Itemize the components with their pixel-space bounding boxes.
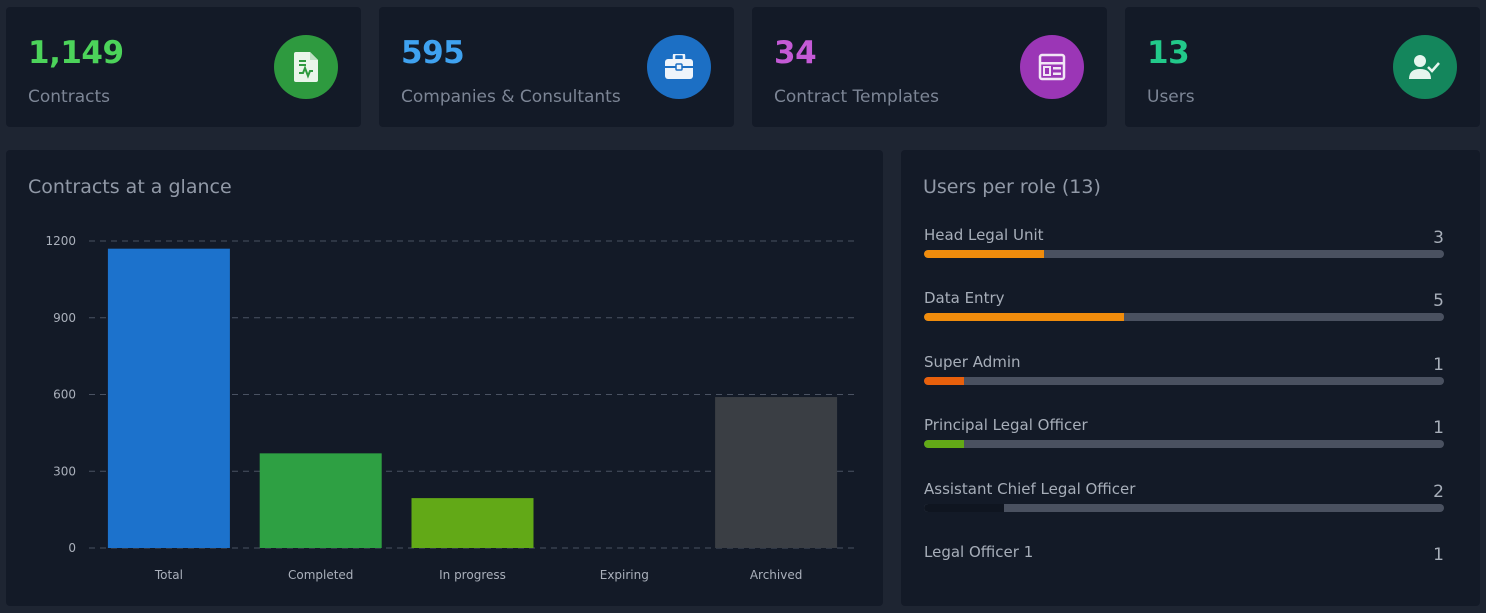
role-count: 5	[1433, 291, 1444, 311]
x-tick-label: Expiring	[600, 568, 649, 582]
role-row[interactable]: Principal Legal Officer 1	[924, 416, 1444, 456]
x-tick-label: Completed	[288, 568, 353, 582]
role-name: Data Entry	[924, 289, 1005, 307]
stat-value: 1,149	[28, 35, 124, 71]
role-progress-bar	[924, 377, 1444, 385]
bar-archived[interactable]	[715, 397, 838, 548]
stat-card-templates[interactable]: 34 Contract Templates	[752, 7, 1107, 127]
role-count: 2	[1433, 482, 1444, 502]
stat-card-companies[interactable]: 595 Companies & Consultants	[379, 7, 734, 127]
stat-value: 595	[401, 35, 465, 71]
role-name: Assistant Chief Legal Officer	[924, 480, 1136, 498]
bar-in-progress[interactable]	[411, 498, 534, 548]
bar-total[interactable]	[107, 248, 230, 549]
role-row[interactable]: Super Admin 1	[924, 353, 1444, 393]
y-tick-label: 1200	[45, 234, 76, 248]
role-progress-bar	[924, 313, 1444, 321]
panel-title: Users per role (13)	[923, 176, 1101, 198]
contracts-bar-chart: 0 300 600 900 1200 Total Completed In progress E…	[45, 234, 856, 582]
role-progress-bar	[924, 504, 1444, 512]
role-count: 1	[1433, 418, 1444, 438]
stat-value: 13	[1147, 35, 1190, 71]
stat-label: Companies & Consultants	[401, 87, 621, 107]
stat-card-contracts[interactable]: 1,149 Contracts	[6, 7, 361, 127]
x-tick-label: In progress	[439, 568, 506, 582]
role-row[interactable]: Head Legal Unit 3	[924, 226, 1444, 266]
contract-document-icon	[274, 35, 338, 99]
role-row[interactable]: Legal Officer 1 1	[924, 543, 1444, 583]
y-tick-label: 900	[53, 311, 76, 325]
role-count: 3	[1433, 228, 1444, 248]
bar-completed[interactable]	[259, 453, 382, 548]
y-tick-label: 300	[53, 464, 76, 478]
role-progress-bar	[924, 250, 1444, 258]
briefcase-icon	[647, 35, 711, 99]
users-per-role-panel: Users per role (13) Head Legal Unit 3 Data…	[901, 150, 1480, 606]
role-name: Head Legal Unit	[924, 226, 1044, 244]
y-tick-label: 0	[68, 541, 76, 555]
role-name: Super Admin	[924, 353, 1021, 371]
role-progress-fill	[924, 313, 1125, 321]
template-layout-icon	[1020, 35, 1084, 99]
panel-title: Contracts at a glance	[28, 176, 232, 198]
x-tick-label: Total	[154, 568, 183, 582]
role-count: 1	[1433, 355, 1444, 375]
x-tick-label: Archived	[750, 568, 803, 582]
role-count: 1	[1433, 545, 1444, 565]
y-tick-label: 600	[53, 388, 76, 402]
role-progress-bar	[924, 440, 1444, 448]
role-progress-fill	[924, 440, 965, 448]
stat-label: Contracts	[28, 87, 110, 107]
stat-value: 34	[774, 35, 817, 71]
role-name: Principal Legal Officer	[924, 416, 1088, 434]
role-row[interactable]: Assistant Chief Legal Officer 2	[924, 480, 1444, 520]
role-row[interactable]: Data Entry 5	[924, 289, 1444, 329]
role-progress-fill	[924, 504, 1005, 512]
user-check-icon	[1393, 35, 1457, 99]
role-progress-fill	[924, 377, 965, 385]
stat-label: Users	[1147, 87, 1195, 107]
stat-card-users[interactable]: 13 Users	[1125, 7, 1480, 127]
role-name: Legal Officer 1	[924, 543, 1034, 561]
stat-label: Contract Templates	[774, 87, 939, 107]
role-progress-fill	[924, 250, 1044, 258]
contracts-chart-panel: Contracts at a glance 0 300 600 900 1200 Tota…	[6, 150, 883, 606]
